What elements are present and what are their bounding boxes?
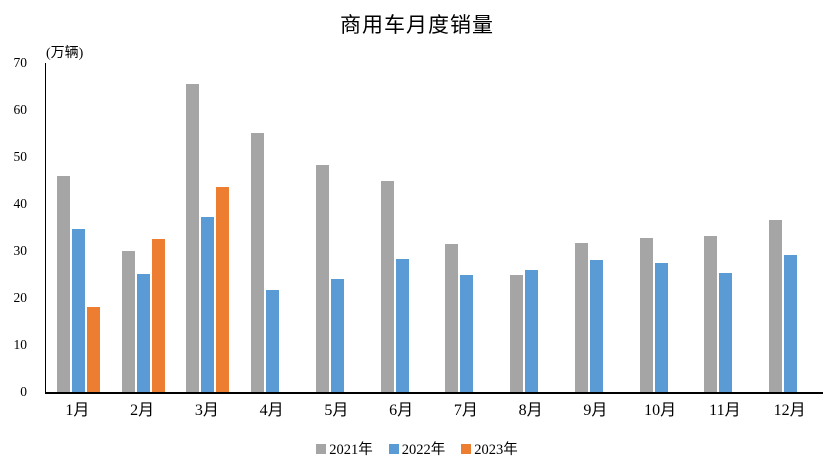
y-tick-label-60: 60: [13, 102, 28, 117]
legend: 2021年 2022年 2023年: [0, 438, 834, 459]
bar-2022年-12月: [784, 254, 798, 392]
x-axis-labels: 1月 2月 3月 4月 5月 6月 7月 8月 9月 10月 11月 12月: [45, 396, 822, 420]
legend-swatch-icon: [388, 443, 399, 454]
x-axis-label-10月: 10月: [644, 402, 677, 419]
y-tick-label-20: 20: [13, 290, 28, 305]
legend-label: 2023年: [474, 442, 518, 458]
bar-2022年-5月: [330, 279, 344, 392]
legend-item-2023年: 2023年: [461, 438, 518, 459]
legend-item-2022年: 2022年: [388, 438, 446, 459]
bar-group-8月: [499, 63, 564, 392]
bar-group-2月: [111, 63, 176, 392]
bar-group-11月: [694, 63, 759, 392]
y-tick-label-40: 40: [13, 196, 28, 211]
bar-groups: [46, 63, 823, 392]
bar-2022年-9月: [589, 260, 603, 392]
bar-2021年-3月: [186, 84, 200, 392]
x-axis-label-1月: 1月: [65, 402, 90, 419]
bar-group-1月: [46, 63, 111, 392]
y-tick-label-30: 30: [13, 243, 28, 258]
x-axis-label-4月: 4月: [259, 402, 284, 419]
bar-2022年-4月: [266, 290, 280, 392]
bar-2023年-2月: [151, 239, 165, 392]
bar-2021年-9月: [574, 242, 588, 392]
x-axis-label-3月: 3月: [194, 402, 219, 419]
y-tick-label-0: 0: [20, 384, 27, 399]
bar-2022年-8月: [525, 270, 539, 392]
bar-2021年-6月: [380, 181, 394, 392]
bar-2021年-2月: [121, 251, 135, 392]
legend-label: 2021年: [329, 442, 373, 458]
bar-2021年-10月: [639, 238, 653, 392]
bar-group-4月: [240, 63, 305, 392]
bar-group-3月: [176, 63, 241, 392]
chart-title: 商用车月度销量: [340, 13, 494, 37]
y-axis-unit-label: (万辆): [46, 46, 84, 61]
bar-2022年-2月: [136, 273, 150, 392]
bar-2022年-6月: [395, 259, 409, 392]
bar-2023年-1月: [86, 306, 100, 392]
bar-group-12月: [758, 63, 823, 392]
bar-group-9月: [564, 63, 629, 392]
x-axis-label-8月: 8月: [518, 402, 543, 419]
bar-2021年-4月: [251, 132, 265, 392]
bar-2021年-8月: [510, 274, 524, 392]
bar-group-5月: [305, 63, 370, 392]
y-tick-label-70: 70: [13, 55, 28, 70]
bar-2022年-11月: [719, 272, 733, 392]
bar-2021年-5月: [315, 165, 329, 392]
x-axis-label-11月: 11月: [709, 402, 741, 419]
x-axis-label-9月: 9月: [583, 402, 608, 419]
x-axis-label-2月: 2月: [130, 402, 155, 419]
bar-2021年-7月: [445, 244, 459, 392]
legend-swatch-icon: [461, 443, 472, 454]
bar-group-7月: [435, 63, 500, 392]
bar-2022年-3月: [201, 217, 215, 392]
bar-2021年-12月: [769, 220, 783, 392]
legend-swatch-icon: [316, 443, 327, 454]
legend-label: 2022年: [401, 442, 446, 458]
bar-2022年-7月: [460, 275, 474, 392]
x-axis-label-5月: 5月: [324, 402, 349, 419]
bar-2022年-1月: [71, 228, 85, 392]
x-axis-label-12月: 12月: [773, 402, 806, 419]
bar-2022年-10月: [654, 263, 668, 392]
x-axis-label-6月: 6月: [389, 402, 414, 419]
plot-area: [45, 63, 823, 394]
bar-2023年-3月: [216, 187, 230, 392]
bar-2021年-1月: [56, 175, 70, 392]
x-axis-label-7月: 7月: [453, 402, 478, 419]
bar-group-10月: [629, 63, 694, 392]
legend-item-2021年: 2021年: [316, 438, 373, 459]
bar-group-6月: [370, 63, 435, 392]
y-tick-label-50: 50: [13, 149, 28, 164]
bar-2021年-11月: [704, 236, 718, 392]
y-tick-label-10: 10: [13, 337, 28, 352]
